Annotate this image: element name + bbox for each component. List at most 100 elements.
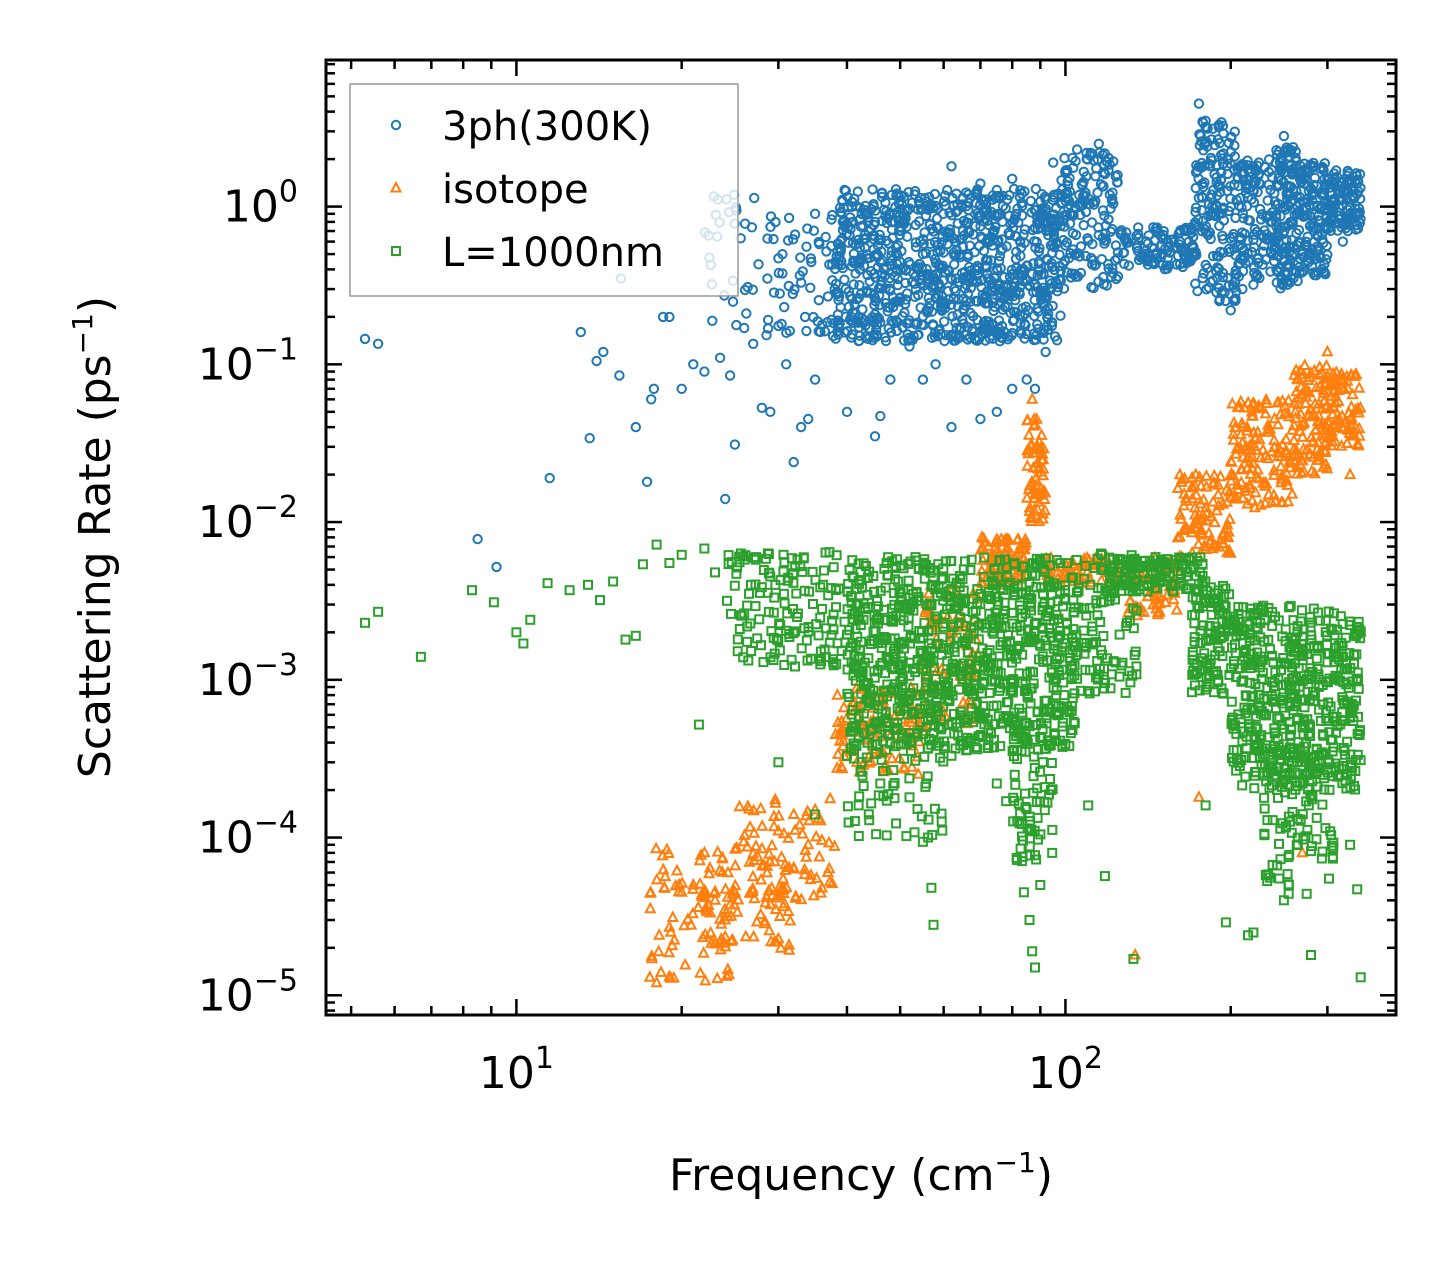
circle-point bbox=[1108, 156, 1119, 167]
circle-point bbox=[1334, 218, 1345, 229]
triangle-point bbox=[737, 834, 750, 847]
circle-point bbox=[932, 331, 944, 342]
triangle-point bbox=[813, 849, 826, 862]
circle-point bbox=[699, 366, 710, 377]
square-point bbox=[637, 559, 648, 570]
circle-point bbox=[1312, 245, 1324, 257]
circle-point bbox=[1116, 225, 1127, 236]
circle-point bbox=[1093, 276, 1104, 287]
circle-point bbox=[1088, 255, 1099, 266]
square-point bbox=[904, 773, 915, 784]
triangle-point bbox=[765, 838, 779, 851]
triangle-point bbox=[975, 530, 989, 542]
circle-point bbox=[957, 192, 968, 204]
circle-point bbox=[714, 352, 726, 363]
circle-point bbox=[1293, 224, 1305, 236]
triangle-point bbox=[714, 942, 727, 955]
square-point bbox=[842, 801, 853, 812]
circle-point bbox=[1211, 201, 1222, 212]
triangle-point bbox=[657, 862, 670, 875]
square-point bbox=[630, 630, 641, 641]
circle-point bbox=[1029, 383, 1041, 394]
circle-point bbox=[1220, 295, 1231, 307]
circle-point bbox=[777, 249, 788, 260]
circle-point bbox=[1143, 230, 1154, 241]
circle-point bbox=[827, 209, 838, 221]
triangle-point bbox=[793, 817, 806, 830]
triangle-point bbox=[699, 927, 712, 940]
triangle-point bbox=[762, 883, 775, 896]
circle-point bbox=[1010, 277, 1021, 289]
circle-point bbox=[1204, 227, 1216, 238]
triangle-point bbox=[747, 826, 761, 838]
circle-point bbox=[992, 211, 1003, 222]
triangle-point bbox=[1036, 468, 1050, 481]
circle-point bbox=[805, 282, 816, 293]
circle-point bbox=[1322, 200, 1334, 211]
circle-point bbox=[1294, 174, 1306, 185]
circle-point bbox=[761, 330, 772, 341]
circle-point bbox=[1099, 235, 1110, 246]
circle-point bbox=[1033, 306, 1044, 317]
circle-point bbox=[972, 335, 983, 346]
circle-point bbox=[1206, 192, 1217, 204]
circle-point bbox=[1058, 210, 1070, 221]
circle-point bbox=[806, 256, 817, 268]
triangle-point bbox=[1027, 460, 1040, 473]
circle-point bbox=[781, 359, 792, 370]
triangle-point bbox=[662, 945, 676, 958]
circle-point bbox=[845, 291, 856, 302]
circle-point bbox=[885, 327, 897, 338]
circle-point bbox=[1355, 193, 1366, 204]
circle-point bbox=[863, 226, 874, 237]
circle-point bbox=[765, 221, 776, 233]
circle-point bbox=[1273, 179, 1285, 191]
circle-point bbox=[846, 261, 858, 272]
triangle-point bbox=[837, 700, 851, 713]
circle-point bbox=[929, 236, 941, 248]
circle-point bbox=[951, 322, 962, 334]
circle-point bbox=[886, 250, 897, 261]
circle-point bbox=[787, 288, 798, 300]
circle-point bbox=[820, 231, 831, 243]
square-point bbox=[904, 792, 915, 803]
circle-point bbox=[1069, 268, 1081, 280]
circle-point bbox=[1244, 215, 1256, 226]
circle-point bbox=[819, 326, 830, 337]
circle-point bbox=[1275, 283, 1286, 294]
square-point bbox=[871, 829, 882, 840]
square-point bbox=[791, 588, 802, 599]
circle-point bbox=[1133, 228, 1144, 240]
triangle-point bbox=[664, 925, 677, 937]
square-point bbox=[1083, 800, 1094, 811]
circle-point bbox=[956, 199, 967, 210]
circle-point bbox=[923, 292, 934, 304]
circle-point bbox=[999, 272, 1010, 283]
triangle-point bbox=[692, 900, 705, 912]
circle-point bbox=[1070, 229, 1082, 241]
square-point bbox=[903, 575, 914, 586]
circle-point bbox=[739, 218, 751, 229]
square-point bbox=[726, 608, 736, 619]
circle-point bbox=[1018, 229, 1029, 240]
circle-point bbox=[1309, 254, 1321, 265]
triangle-point bbox=[1256, 442, 1270, 455]
circle-point bbox=[927, 249, 938, 260]
square-point bbox=[926, 882, 937, 893]
triangle-point bbox=[808, 802, 822, 815]
triangle-point bbox=[779, 863, 792, 875]
triangle-point bbox=[720, 969, 733, 981]
square-point bbox=[779, 598, 790, 609]
square-point bbox=[866, 798, 877, 809]
circle-point bbox=[1162, 263, 1173, 274]
circle-point bbox=[859, 204, 870, 216]
circle-point bbox=[1286, 145, 1297, 156]
circle-point bbox=[795, 252, 806, 263]
triangle-point bbox=[814, 813, 827, 826]
circle-point bbox=[777, 268, 788, 279]
circle-point bbox=[917, 234, 929, 245]
circle-point bbox=[865, 266, 877, 277]
triangle-point bbox=[681, 912, 695, 924]
circle-point bbox=[1280, 204, 1291, 215]
circle-point bbox=[1014, 287, 1025, 298]
